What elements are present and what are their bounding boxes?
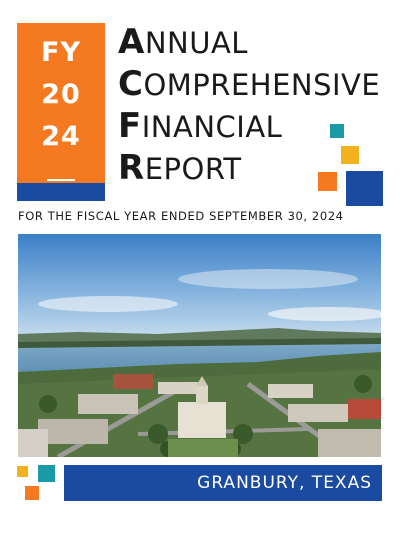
location-banner: GRANBURY, TEXAS <box>64 465 382 501</box>
deco-square-teal <box>330 124 344 138</box>
deco-square-orange-small <box>25 486 39 500</box>
location-label: GRANBURY, TEXAS <box>197 473 372 493</box>
deco-square-yellow <box>341 146 359 164</box>
title-line-report: REPORT <box>118 148 242 188</box>
deco-square-teal-small <box>38 465 55 482</box>
deco-square-orange <box>318 172 337 191</box>
title-line-annual: ANNUAL <box>118 22 248 62</box>
deco-square-yellow-small <box>17 466 28 477</box>
deco-square-blue <box>346 171 383 206</box>
aerial-town-photo <box>18 234 381 457</box>
fy-year-top: 20 <box>41 79 81 110</box>
fiscal-year-subtitle: FOR THE FISCAL YEAR ENDED SEPTEMBER 30, … <box>18 209 344 223</box>
fy-year-bottom: 24 <box>41 121 81 152</box>
title-line-financial: FINANCIAL <box>118 106 283 146</box>
fy-label: FY <box>41 37 81 68</box>
fy-blue-band <box>17 183 105 201</box>
fiscal-year-block: FY 20 24 <box>17 23 105 183</box>
report-title: ANNUAL COMPREHENSIVE FINANCIAL REPORT <box>118 21 380 189</box>
fy-divider <box>47 179 75 181</box>
title-line-comprehensive: COMPREHENSIVE <box>118 64 381 104</box>
